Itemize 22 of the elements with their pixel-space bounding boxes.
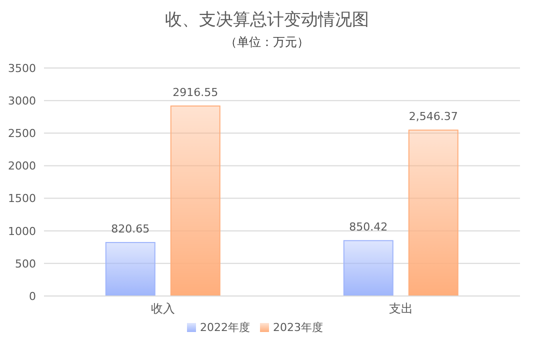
x-tick-label: 支出	[389, 302, 413, 316]
data-label: 850.42	[349, 220, 388, 234]
data-label: 2,546.37	[408, 110, 458, 124]
chart-subtitle: （单位：万元）	[224, 34, 310, 51]
x-tick-label: 收入	[151, 302, 175, 316]
y-tick-label: 1000	[8, 224, 36, 238]
bar	[343, 240, 394, 296]
y-tick-label: 0	[29, 290, 36, 303]
chart-title: 收、支决算总计变动情况图	[164, 9, 370, 31]
y-tick-label: 3000	[8, 94, 36, 108]
y-tick-label: 2000	[8, 160, 36, 173]
data-label: 820.65	[111, 222, 150, 236]
y-tick-label: 3500	[8, 62, 36, 75]
legend-label: 2023年度	[273, 321, 323, 334]
bar	[105, 242, 156, 296]
y-tick-label: 500	[15, 257, 36, 270]
y-tick-label: 2500	[8, 127, 36, 140]
bar	[170, 106, 220, 296]
bar	[408, 130, 458, 296]
y-tick-label: 1500	[8, 192, 36, 206]
data-label: 2916.55	[172, 86, 218, 100]
legend-label: 2022年度	[200, 321, 250, 334]
